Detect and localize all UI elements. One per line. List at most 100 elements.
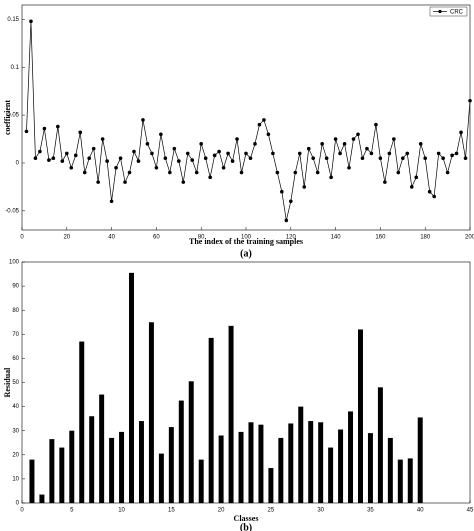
bar — [387, 437, 393, 503]
data-point — [109, 199, 114, 204]
data-point — [405, 151, 410, 156]
data-point — [38, 149, 42, 154]
data-point — [154, 165, 159, 170]
y-axis-label: coefficient — [3, 100, 12, 135]
data-point — [418, 142, 423, 146]
bar — [268, 468, 274, 503]
data-point — [468, 98, 472, 103]
x-axis-label: The index of the training samples — [189, 237, 303, 246]
data-point — [306, 146, 311, 151]
data-point — [374, 122, 378, 127]
data-point — [360, 156, 365, 160]
data-point — [105, 159, 109, 163]
plot-frame — [21, 4, 471, 231]
y-tick-label: 0.1 — [11, 65, 20, 71]
bar — [119, 431, 125, 503]
data-point — [441, 156, 445, 160]
bar — [158, 453, 164, 503]
data-point — [392, 137, 396, 141]
bar — [377, 387, 383, 503]
data-point — [87, 156, 91, 160]
x-tick-label: 80 — [198, 235, 205, 241]
x-tick-label: 45 — [467, 508, 474, 514]
data-point — [248, 156, 253, 160]
data-point — [409, 185, 414, 189]
data-point — [338, 151, 342, 156]
data-point — [275, 170, 280, 175]
caption: (a) — [240, 248, 252, 259]
data-point — [266, 132, 271, 137]
data-point — [177, 159, 181, 163]
data-point — [194, 170, 199, 175]
data-point — [459, 130, 463, 135]
x-tick-label: 15 — [168, 508, 175, 514]
data-point — [239, 170, 244, 175]
data-point — [329, 175, 333, 180]
bar — [397, 459, 403, 503]
bar — [228, 325, 234, 503]
data-point — [369, 151, 374, 156]
bar — [89, 416, 95, 503]
x-tick-label: 20 — [218, 508, 225, 514]
bar — [29, 459, 35, 503]
x-tick-label: 140 — [331, 235, 342, 241]
x-tick-label: 60 — [153, 235, 160, 241]
x-axis-label: Classes — [234, 514, 259, 523]
data-point — [159, 132, 163, 137]
y-tick-label: 40 — [12, 404, 19, 410]
data-point — [91, 146, 96, 151]
data-point — [356, 132, 360, 137]
legend-box — [429, 6, 468, 17]
bar — [148, 322, 154, 503]
data-point — [262, 118, 266, 122]
data-point — [221, 165, 226, 170]
x-tick-label: 25 — [268, 508, 275, 514]
bar — [79, 341, 85, 503]
data-point — [347, 165, 351, 170]
bar — [188, 381, 194, 503]
data-point — [127, 170, 132, 175]
x-tick-label: 35 — [367, 508, 374, 514]
data-point — [383, 180, 387, 184]
data-point — [163, 156, 168, 160]
data-point — [387, 151, 392, 156]
data-point — [226, 151, 230, 156]
y-tick-label: 70 — [12, 332, 19, 338]
data-point — [150, 151, 154, 156]
data-point — [365, 146, 369, 151]
data-point — [56, 124, 60, 129]
bar — [417, 417, 423, 503]
data-point — [212, 153, 217, 158]
data-point — [293, 170, 298, 175]
x-tick-label: 180 — [420, 235, 431, 241]
y-tick-label: 50 — [12, 380, 19, 386]
data-point — [199, 142, 203, 146]
bar — [328, 447, 334, 503]
x-tick-label: 120 — [286, 235, 297, 241]
bar — [407, 458, 413, 503]
data-point — [253, 142, 257, 146]
bar — [178, 400, 184, 503]
legend-marker — [438, 9, 442, 14]
y-tick-label: 100 — [9, 260, 20, 266]
data-point — [141, 118, 145, 122]
x-tick-label: 200 — [465, 235, 474, 241]
data-point — [65, 151, 69, 156]
data-point — [396, 170, 401, 175]
data-point — [208, 175, 212, 180]
x-tick-label: 10 — [118, 508, 125, 514]
data-point — [69, 165, 74, 170]
data-point — [450, 153, 454, 158]
bar — [218, 435, 224, 503]
y-tick-label: 80 — [12, 308, 19, 314]
y-tick-label: 90 — [12, 284, 19, 290]
data-point — [235, 137, 239, 141]
data-point — [24, 129, 29, 134]
data-point — [78, 130, 83, 135]
bar — [338, 429, 344, 503]
data-point — [315, 170, 320, 175]
data-point — [96, 180, 100, 184]
data-point — [60, 159, 65, 163]
data-point — [351, 137, 356, 141]
